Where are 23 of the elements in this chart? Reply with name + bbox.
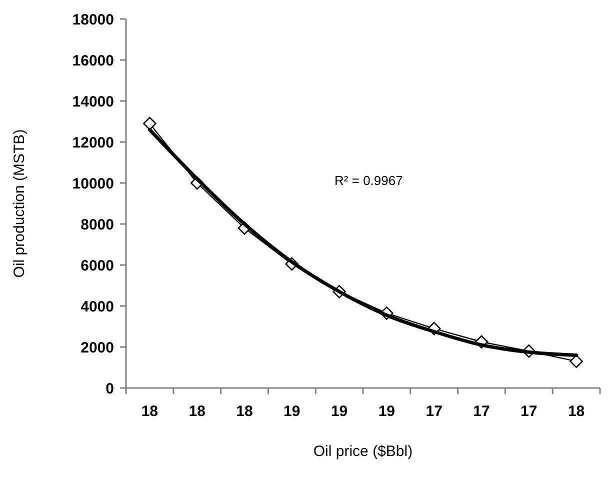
y-tick-label: 2000 [80, 339, 114, 356]
x-tick-label: 18 [568, 403, 585, 420]
x-tick-label: 18 [141, 403, 158, 420]
y-tick-label: 10000 [72, 175, 114, 192]
y-axis-title: Oil production (MSTB) [11, 129, 28, 278]
y-tick-label: 6000 [80, 257, 114, 274]
y-tick-label: 4000 [80, 298, 114, 316]
y-tick-label: 14000 [72, 93, 114, 110]
x-tick-label: 19 [284, 403, 300, 420]
y-tick-label: 12000 [72, 134, 114, 152]
x-tick-label: 18 [188, 403, 206, 420]
x-tick-label: 19 [330, 403, 348, 420]
x-tick-label: 18 [236, 403, 253, 420]
y-tick-label: 8000 [80, 216, 114, 234]
x-axis-title: Oil price ($Bbl) [313, 443, 413, 460]
x-tick-label: 17 [473, 403, 490, 420]
annotation: R² = 0.9967 [334, 173, 403, 188]
y-tick-label: 18000 [72, 11, 114, 28]
y-tick-label: 16000 [72, 52, 114, 70]
x-tick-label: 17 [426, 403, 442, 420]
x-tick-label: 19 [378, 403, 396, 420]
x-tick-label: 17 [520, 403, 538, 420]
y-tick-label: 0 [106, 380, 114, 398]
